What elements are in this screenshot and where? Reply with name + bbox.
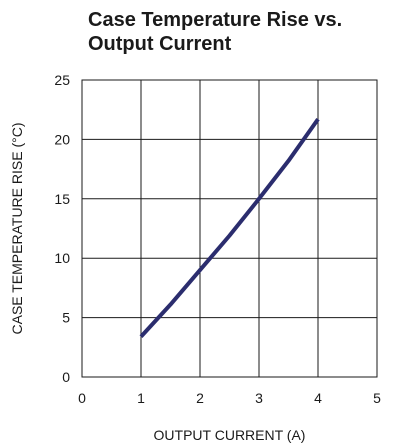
x-tick-label: 3 [255, 390, 263, 406]
x-tick-label: 0 [78, 390, 86, 406]
chart-title: Case Temperature Rise vs. Output Current [88, 8, 406, 56]
y-tick-label: 15 [54, 191, 70, 207]
x-tick-label: 1 [137, 390, 145, 406]
y-tick-label: 10 [54, 250, 70, 266]
chart-title-line-2: Output Current [88, 33, 232, 55]
x-tick-label: 5 [373, 390, 381, 406]
y-axis-label: CASE TEMPERATURE RISE (°C) [9, 123, 25, 335]
x-tick-label: 4 [314, 390, 322, 406]
grid-lines [82, 80, 377, 377]
series-line-1 [139, 118, 320, 338]
series-group [139, 118, 320, 338]
x-tick-label: 2 [196, 390, 204, 406]
x-axis-label: OUTPUT CURRENT (A) [154, 427, 306, 443]
y-tick-label: 20 [54, 131, 70, 147]
plot-frame [81, 79, 378, 378]
chart-title-line-1: Case Temperature Rise vs. [88, 9, 343, 31]
y-tick-label: 5 [62, 310, 70, 326]
tick-labels: 0 1 2 3 4 5 0 5 10 15 20 25 [54, 72, 381, 406]
y-tick-label: 25 [54, 72, 70, 88]
y-tick-label: 0 [62, 369, 70, 385]
